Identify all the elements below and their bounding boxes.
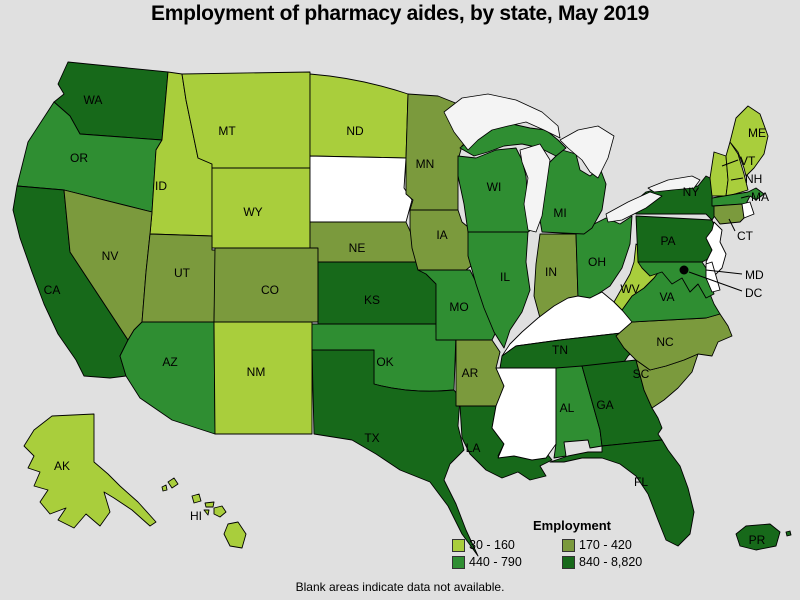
state-RI[interactable] <box>741 201 755 219</box>
label-NH: NH <box>745 172 762 186</box>
label-NE: NE <box>349 241 366 255</box>
page-title: Employment of pharmacy aides, by state, … <box>151 2 649 25</box>
label-GA: GA <box>596 398 613 412</box>
label-MN: MN <box>416 157 435 171</box>
label-NM: NM <box>247 365 266 379</box>
legend-label-range2: 170 - 420 <box>579 538 632 552</box>
label-CA: CA <box>44 283 61 297</box>
legend-label-range3: 440 - 790 <box>469 555 522 569</box>
legend-item-range1: 30 - 160 <box>452 538 562 552</box>
footnote: Blank areas indicate data not available. <box>295 580 505 594</box>
label-NY: NY <box>683 185 700 199</box>
legend-swatch-range1 <box>452 538 465 552</box>
state-MT[interactable] <box>181 71 311 169</box>
leader-line-ct <box>728 218 736 232</box>
legend-item-range4: 840 - 8,820 <box>562 555 692 569</box>
label-CT: CT <box>737 229 754 243</box>
leader-line-nh <box>730 177 744 181</box>
state-ND[interactable] <box>309 73 409 159</box>
state-HI[interactable] <box>161 477 247 549</box>
state-AK[interactable] <box>23 413 157 529</box>
label-VA: VA <box>659 290 674 304</box>
label-WA: WA <box>84 93 103 107</box>
label-MT: MT <box>218 124 236 138</box>
legend-label-range4: 840 - 8,820 <box>579 555 643 569</box>
lake-huron <box>559 125 615 179</box>
label-OH: OH <box>588 255 606 269</box>
dc-marker-dot <box>679 265 689 275</box>
lake-michigan <box>519 143 551 233</box>
label-SC: SC <box>633 367 650 381</box>
label-MA: MA <box>751 190 769 204</box>
label-LA: LA <box>466 441 481 455</box>
legend-swatch-range4 <box>562 555 575 569</box>
label-TN: TN <box>552 343 568 357</box>
label-FL: FL <box>634 475 648 489</box>
label-WI: WI <box>487 180 502 194</box>
legend-item-range3: 440 - 790 <box>452 555 562 569</box>
label-PR: PR <box>749 533 766 547</box>
legend-swatch-range3 <box>452 555 465 569</box>
legend-label-range1: 30 - 160 <box>469 538 515 552</box>
label-TX: TX <box>364 431 379 445</box>
state-PR[interactable] <box>735 523 792 551</box>
label-IN: IN <box>545 265 557 279</box>
state-AZ[interactable] <box>119 321 216 435</box>
state-VT[interactable] <box>709 151 729 197</box>
state-SD[interactable] <box>309 155 413 223</box>
label-AR: AR <box>462 366 479 380</box>
legend: Employment 30 - 160 170 - 420 440 - 790 … <box>452 518 692 569</box>
leader-line-ma <box>740 195 750 199</box>
label-NV: NV <box>102 249 119 263</box>
legend-title: Employment <box>532 518 611 533</box>
state-NM[interactable] <box>213 321 313 435</box>
legend-grid: 30 - 160 170 - 420 440 - 790 840 - 8,820 <box>452 538 692 569</box>
label-CO: CO <box>261 283 279 297</box>
label-HI: HI <box>190 509 202 523</box>
legend-item-range2: 170 - 420 <box>562 538 692 552</box>
label-MI: MI <box>553 206 566 220</box>
lake-superior <box>443 93 561 151</box>
label-PA: PA <box>660 234 675 248</box>
leader-line-md <box>705 269 743 275</box>
label-KS: KS <box>364 293 380 307</box>
label-VT: VT <box>740 154 756 168</box>
label-MD: MD <box>745 268 764 282</box>
label-OR: OR <box>70 151 88 165</box>
label-AZ: AZ <box>162 355 177 369</box>
label-ID: ID <box>155 179 167 193</box>
state-PA[interactable] <box>635 215 719 263</box>
label-UT: UT <box>174 266 191 280</box>
label-ME: ME <box>748 126 766 140</box>
label-IA: IA <box>436 228 447 242</box>
label-WY: WY <box>243 205 262 219</box>
label-ND: ND <box>346 124 364 138</box>
leader-line-dc <box>688 271 743 292</box>
state-FL[interactable] <box>549 439 695 547</box>
leader-line-vt <box>721 159 739 167</box>
label-IL: IL <box>500 270 510 284</box>
label-NC: NC <box>656 335 674 349</box>
label-WV: WV <box>620 282 639 296</box>
label-MO: MO <box>449 300 468 314</box>
label-OK: OK <box>376 355 393 369</box>
lake-ontario <box>647 175 701 193</box>
state-IL[interactable] <box>467 231 531 349</box>
state-ME[interactable] <box>729 105 769 177</box>
label-AK: AK <box>54 459 70 473</box>
lake-erie <box>605 191 663 223</box>
label-AL: AL <box>560 401 575 415</box>
legend-swatch-range2 <box>562 538 575 552</box>
label-DC: DC <box>745 286 763 300</box>
